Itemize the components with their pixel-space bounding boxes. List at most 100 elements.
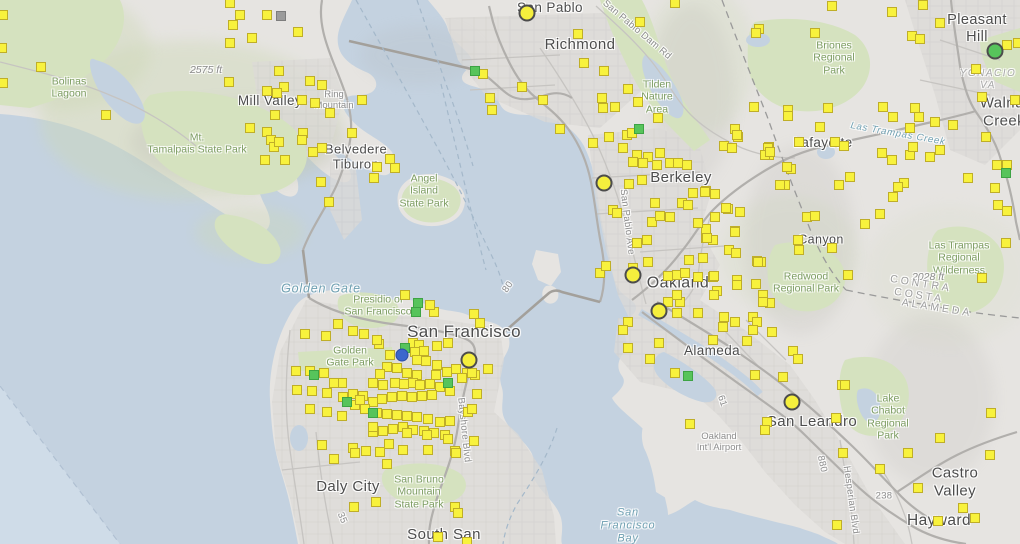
site-marker-yellow-square[interactable] xyxy=(1002,206,1012,216)
site-marker-yellow-square[interactable] xyxy=(324,197,334,207)
site-marker-yellow-square[interactable] xyxy=(425,300,435,310)
site-marker-yellow-square[interactable] xyxy=(272,88,282,98)
site-marker-yellow-square[interactable] xyxy=(637,175,647,185)
site-marker-yellow-square[interactable] xyxy=(443,434,453,444)
site-marker-yellow-square[interactable] xyxy=(415,380,425,390)
site-marker-yellow-square[interactable] xyxy=(597,93,607,103)
site-marker-yellow-square[interactable] xyxy=(423,414,433,424)
site-marker-yellow-square[interactable] xyxy=(793,235,803,245)
site-marker-yellow-square[interactable] xyxy=(228,20,238,30)
site-marker-yellow-square[interactable] xyxy=(225,38,235,48)
site-marker-yellow-square[interactable] xyxy=(693,272,703,282)
site-marker-yellow-square[interactable] xyxy=(753,257,763,267)
site-marker-yellow-square[interactable] xyxy=(977,92,987,102)
site-marker-yellow-square[interactable] xyxy=(1013,38,1020,48)
site-marker-yellow-square[interactable] xyxy=(709,290,719,300)
site-marker-yellow-square[interactable] xyxy=(432,341,442,351)
site-marker-yellow-square[interactable] xyxy=(908,142,918,152)
site-marker-yellow-square[interactable] xyxy=(748,325,758,335)
site-marker-yellow-square[interactable] xyxy=(378,380,388,390)
site-marker-yellow-circle[interactable] xyxy=(650,302,668,320)
site-marker-yellow-square[interactable] xyxy=(700,187,710,197)
site-marker-yellow-square[interactable] xyxy=(293,27,303,37)
site-marker-yellow-circle[interactable] xyxy=(595,174,613,192)
site-marker-yellow-square[interactable] xyxy=(709,271,719,281)
site-marker-yellow-square[interactable] xyxy=(402,368,412,378)
site-marker-yellow-square[interactable] xyxy=(845,172,855,182)
site-marker-yellow-square[interactable] xyxy=(329,378,339,388)
site-marker-yellow-square[interactable] xyxy=(329,454,339,464)
site-marker-yellow-square[interactable] xyxy=(333,319,343,329)
site-marker-yellow-square[interactable] xyxy=(1001,238,1011,248)
site-marker-yellow-square[interactable] xyxy=(422,430,432,440)
site-marker-yellow-square[interactable] xyxy=(985,450,995,460)
site-marker-yellow-square[interactable] xyxy=(838,448,848,458)
site-marker-yellow-square[interactable] xyxy=(875,464,885,474)
site-marker-yellow-square[interactable] xyxy=(348,326,358,336)
site-marker-yellow-square[interactable] xyxy=(915,34,925,44)
site-marker-gray-square[interactable] xyxy=(276,11,286,21)
site-marker-yellow-square[interactable] xyxy=(610,102,620,112)
site-marker-yellow-square[interactable] xyxy=(321,331,331,341)
site-marker-yellow-square[interactable] xyxy=(693,308,703,318)
site-marker-yellow-square[interactable] xyxy=(224,77,234,87)
site-marker-yellow-square[interactable] xyxy=(731,248,741,258)
site-marker-yellow-square[interactable] xyxy=(618,143,628,153)
site-marker-yellow-square[interactable] xyxy=(735,207,745,217)
site-marker-yellow-square[interactable] xyxy=(930,117,940,127)
site-marker-yellow-square[interactable] xyxy=(914,112,924,122)
site-marker-yellow-square[interactable] xyxy=(875,209,885,219)
site-marker-green-square[interactable] xyxy=(634,124,644,134)
site-marker-yellow-square[interactable] xyxy=(970,513,980,523)
site-marker-yellow-square[interactable] xyxy=(654,338,664,348)
site-marker-yellow-square[interactable] xyxy=(337,411,347,421)
site-marker-yellow-square[interactable] xyxy=(245,123,255,133)
site-marker-yellow-square[interactable] xyxy=(517,82,527,92)
site-marker-yellow-square[interactable] xyxy=(793,354,803,364)
site-marker-yellow-square[interactable] xyxy=(270,110,280,120)
site-marker-yellow-square[interactable] xyxy=(993,200,1003,210)
site-marker-yellow-square[interactable] xyxy=(751,28,761,38)
site-marker-yellow-square[interactable] xyxy=(624,179,634,189)
site-marker-yellow-square[interactable] xyxy=(888,112,898,122)
site-marker-yellow-square[interactable] xyxy=(385,350,395,360)
site-marker-yellow-square[interactable] xyxy=(262,86,272,96)
site-marker-yellow-square[interactable] xyxy=(1010,95,1020,105)
site-marker-yellow-square[interactable] xyxy=(767,327,777,337)
site-marker-yellow-square[interactable] xyxy=(310,98,320,108)
site-marker-yellow-square[interactable] xyxy=(670,368,680,378)
site-marker-yellow-square[interactable] xyxy=(742,336,752,346)
site-marker-yellow-square[interactable] xyxy=(971,64,981,74)
site-marker-yellow-square[interactable] xyxy=(368,422,378,432)
site-marker-yellow-square[interactable] xyxy=(453,508,463,518)
site-marker-yellow-square[interactable] xyxy=(435,417,445,427)
site-marker-yellow-square[interactable] xyxy=(685,419,695,429)
site-marker-yellow-square[interactable] xyxy=(469,436,479,446)
site-marker-yellow-square[interactable] xyxy=(810,28,820,38)
site-marker-yellow-square[interactable] xyxy=(262,10,272,20)
site-marker-yellow-square[interactable] xyxy=(672,290,682,300)
site-marker-yellow-square[interactable] xyxy=(297,135,307,145)
site-marker-yellow-square[interactable] xyxy=(472,389,482,399)
site-marker-yellow-square[interactable] xyxy=(384,439,394,449)
site-marker-yellow-square[interactable] xyxy=(843,270,853,280)
site-marker-yellow-square[interactable] xyxy=(963,173,973,183)
site-marker-yellow-square[interactable] xyxy=(827,243,837,253)
site-marker-green-square[interactable] xyxy=(1001,168,1011,178)
site-marker-yellow-square[interactable] xyxy=(361,446,371,456)
site-marker-yellow-square[interactable] xyxy=(794,137,804,147)
site-marker-yellow-square[interactable] xyxy=(372,162,382,172)
site-marker-yellow-square[interactable] xyxy=(834,180,844,190)
site-marker-yellow-square[interactable] xyxy=(368,397,378,407)
site-marker-yellow-square[interactable] xyxy=(347,128,357,138)
site-marker-yellow-square[interactable] xyxy=(419,346,429,356)
site-marker-yellow-square[interactable] xyxy=(325,108,335,118)
site-marker-yellow-square[interactable] xyxy=(423,445,433,455)
site-marker-yellow-square[interactable] xyxy=(398,445,408,455)
site-marker-yellow-square[interactable] xyxy=(708,335,718,345)
site-marker-yellow-square[interactable] xyxy=(392,363,402,373)
site-marker-yellow-square[interactable] xyxy=(783,111,793,121)
site-marker-yellow-square[interactable] xyxy=(305,404,315,414)
site-marker-yellow-square[interactable] xyxy=(280,155,290,165)
